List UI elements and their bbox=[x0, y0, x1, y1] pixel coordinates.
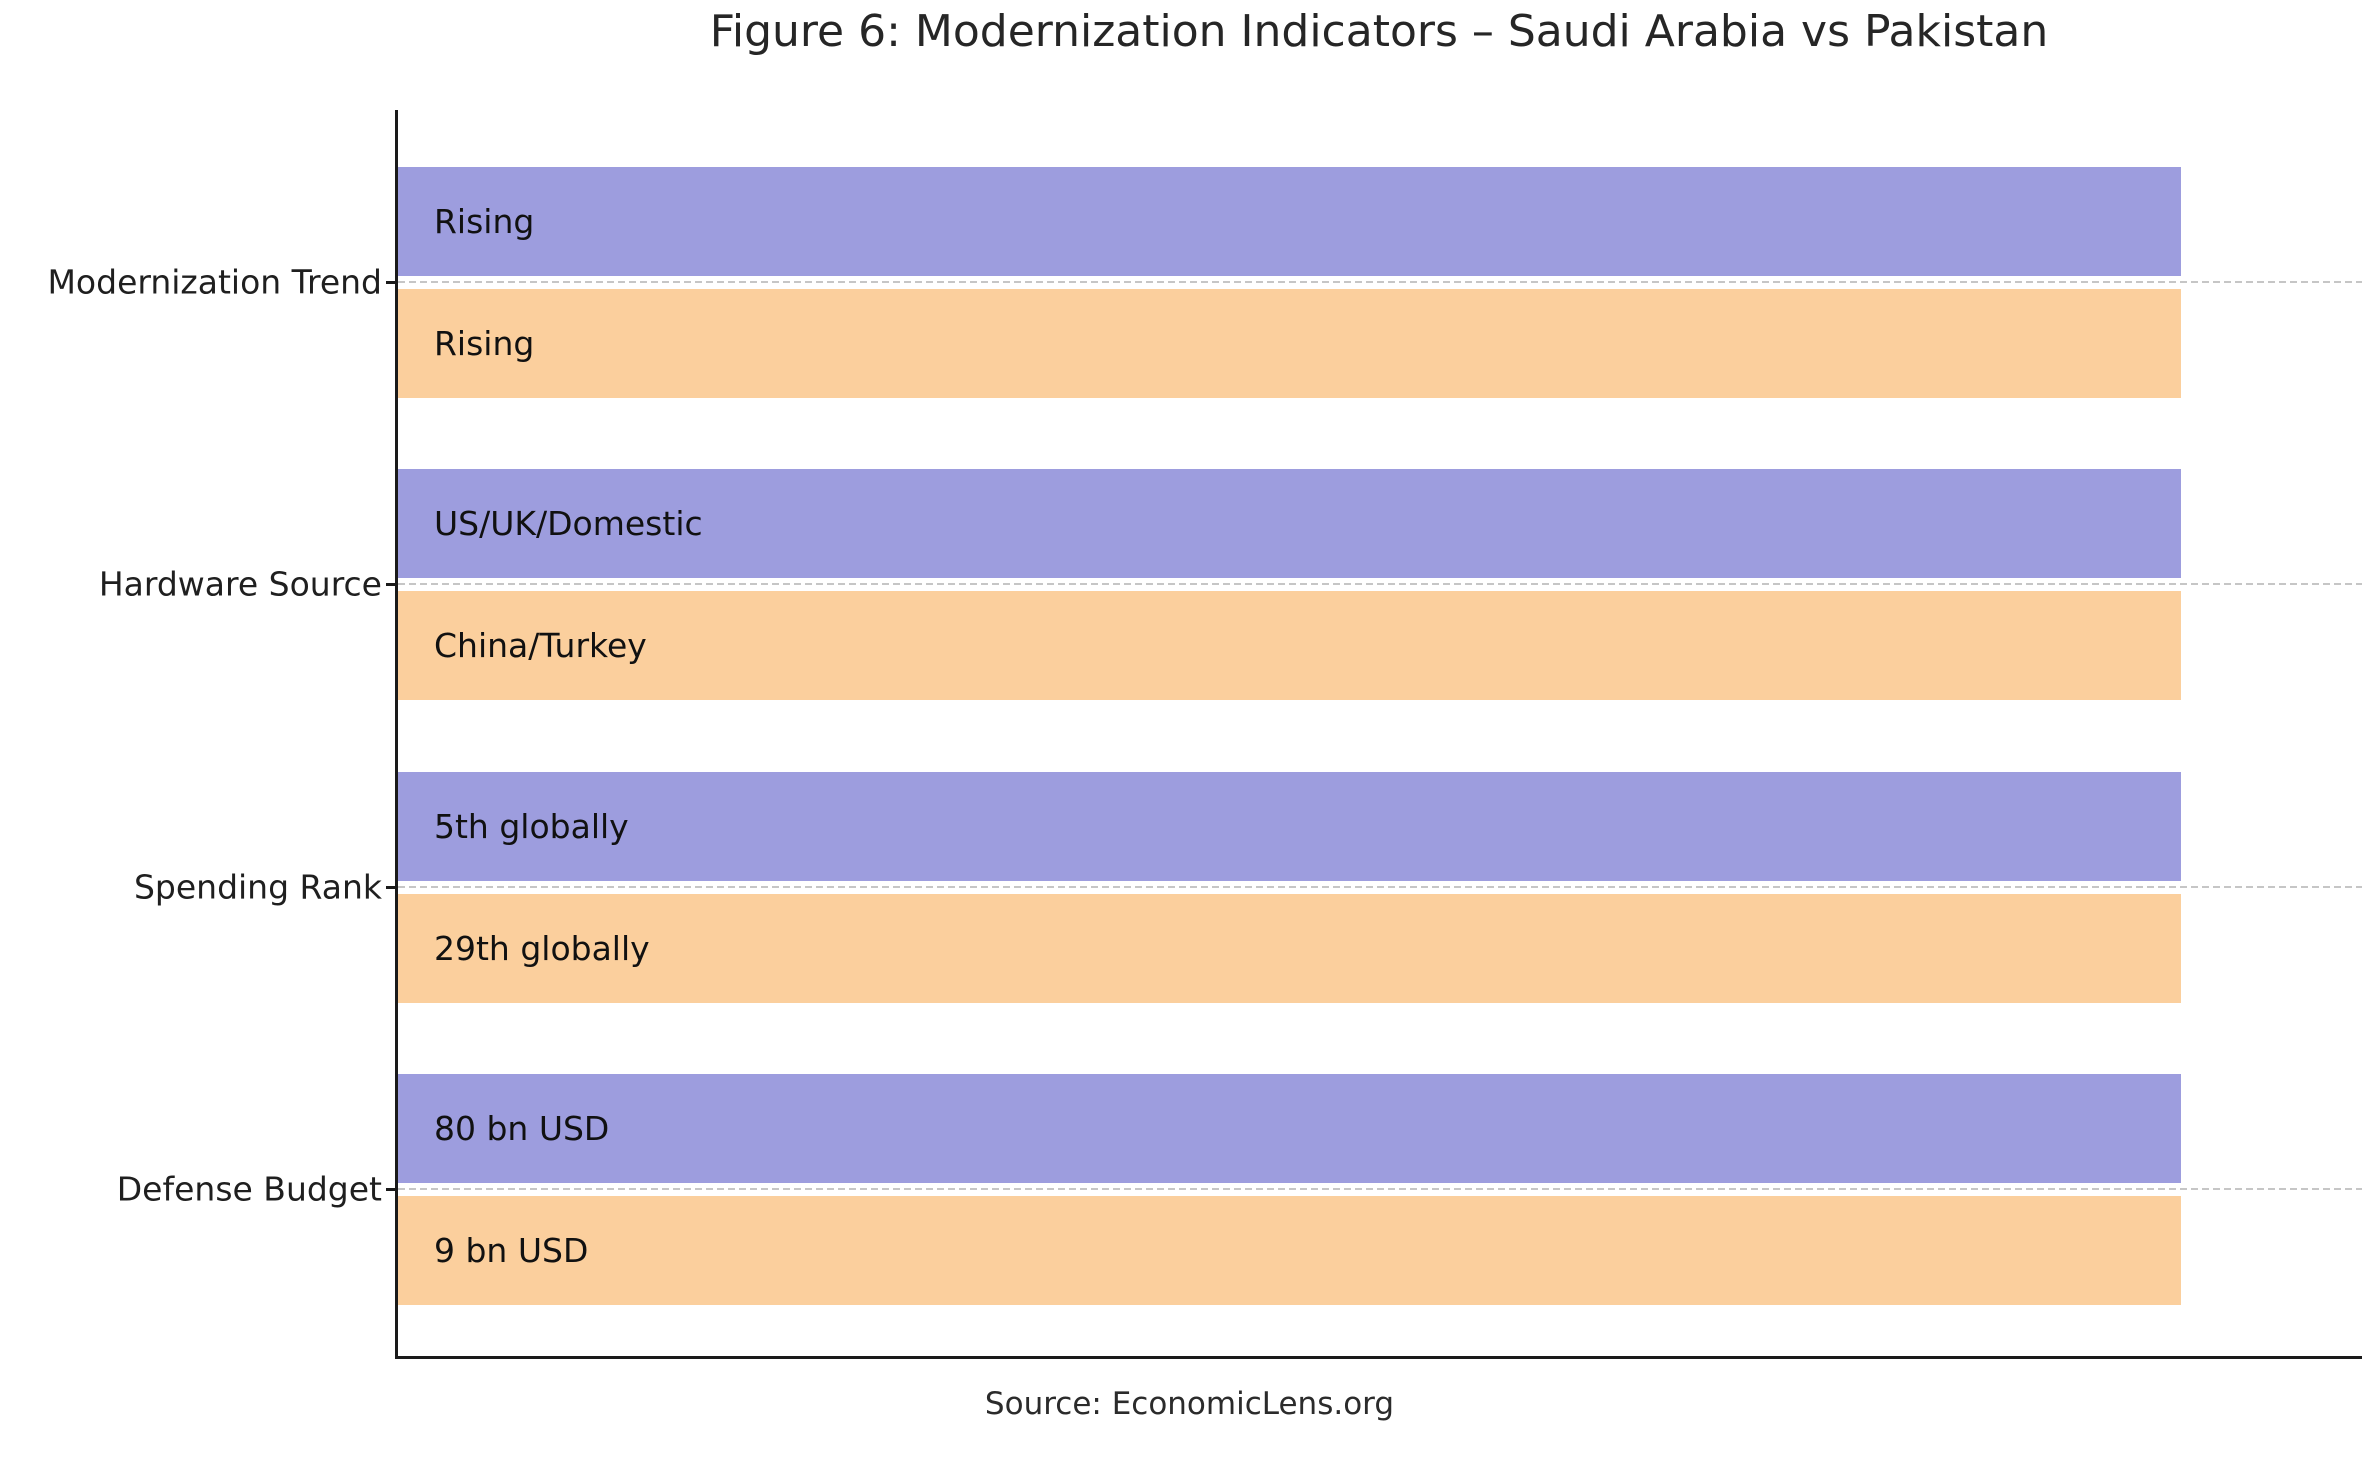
bar-value-label: 9 bn USD bbox=[434, 1231, 589, 1270]
y-tick-mark bbox=[386, 886, 395, 889]
bar-value-label: Rising bbox=[434, 324, 535, 363]
gridline bbox=[398, 281, 2362, 283]
category-label-modernization-trend: Modernization Trend bbox=[47, 262, 382, 302]
gridline bbox=[398, 1188, 2362, 1190]
bar-value-label: 29th globally bbox=[434, 929, 650, 968]
bar-pakistan-modernization-trend: Rising bbox=[398, 289, 2181, 398]
category-label-spending-rank: Spending Rank bbox=[133, 867, 382, 907]
bar-value-label: US/UK/Domestic bbox=[434, 504, 703, 543]
bar-saudi-modernization-trend: Rising bbox=[398, 167, 2181, 276]
y-tick-mark bbox=[386, 1188, 395, 1191]
plot-area: Modernization Trend Rising Rising Hardwa… bbox=[47, 110, 2362, 1359]
y-tick-mark bbox=[386, 583, 395, 586]
bar-saudi-spending-rank: 5th globally bbox=[398, 772, 2181, 881]
source-caption: Source: EconomicLens.org bbox=[984, 1386, 1395, 1422]
bar-pakistan-spending-rank: 29th globally bbox=[398, 894, 2181, 1003]
bar-pakistan-defense-budget: 9 bn USD bbox=[398, 1196, 2181, 1305]
gridline bbox=[398, 886, 2362, 888]
category-label-hardware-source: Hardware Source bbox=[98, 564, 382, 604]
bar-saudi-defense-budget: 80 bn USD bbox=[398, 1074, 2181, 1183]
category-label-defense-budget: Defense Budget bbox=[116, 1169, 382, 1209]
bar-value-label: 80 bn USD bbox=[434, 1109, 610, 1148]
bar-value-label: Rising bbox=[434, 202, 535, 241]
bar-pakistan-hardware-source: China/Turkey bbox=[398, 591, 2181, 700]
bar-value-label: 5th globally bbox=[434, 807, 629, 846]
chart-title: Figure 6: Modernization Indicators – Sau… bbox=[709, 6, 2049, 57]
bar-value-label: China/Turkey bbox=[434, 626, 647, 665]
bar-saudi-hardware-source: US/UK/Domestic bbox=[398, 469, 2181, 578]
y-tick-mark bbox=[386, 281, 395, 284]
gridline bbox=[398, 583, 2362, 585]
